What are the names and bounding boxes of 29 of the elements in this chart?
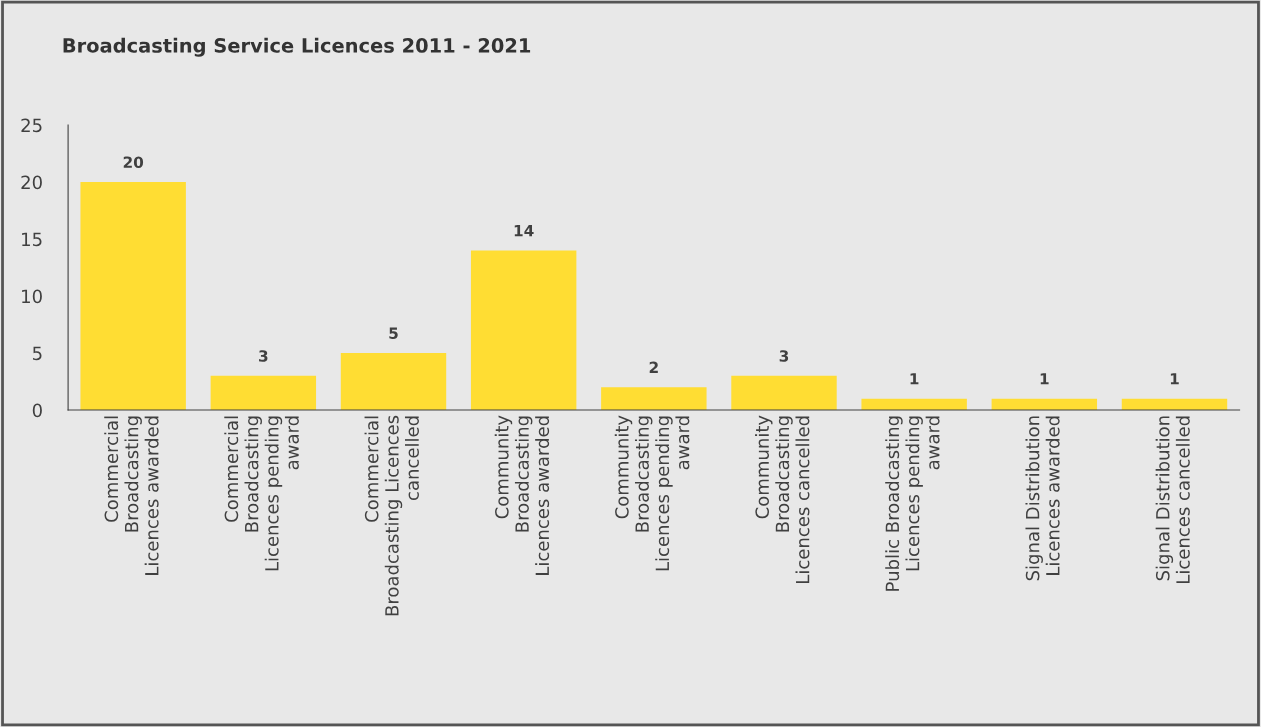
data-label: 3 (779, 350, 789, 362)
data-label: 1 (1170, 373, 1179, 385)
y-tick-label: 25 (21, 118, 42, 133)
data-label: 1 (910, 373, 919, 385)
data-label: 20 (123, 156, 144, 168)
x-tick-label: Signal Distribution Licences cancelled (1155, 416, 1190, 583)
bar (340, 353, 447, 411)
y-tick-label: 0 (32, 403, 42, 418)
bar (731, 375, 837, 411)
bar (470, 250, 577, 411)
data-label: 1 (1040, 373, 1049, 385)
y-tick-label: 20 (21, 175, 42, 190)
x-tick-label: Commercial Broadcasting Licences pending award (224, 416, 299, 571)
x-tick-label: Public Broadcasting Licences pending award (885, 416, 940, 591)
bar (601, 387, 707, 411)
x-tick-label: Commercial Broadcasting Licences awarded (104, 416, 159, 575)
data-label: 14 (514, 225, 534, 237)
x-tick-label: Community Broadcasting Licences pending award (614, 415, 690, 571)
data-label: 5 (389, 327, 398, 339)
data-label: 3 (259, 350, 268, 362)
data-label: 2 (649, 361, 658, 373)
bar (80, 182, 186, 411)
x-tick-label: Commercial Broadcasting Licences cancelled (364, 415, 419, 616)
x-tick-label: Community Broadcasting Licences cancelled (755, 415, 810, 583)
y-tick-label: 10 (22, 289, 42, 304)
chart-title: Broadcasting Service Licences 2011 - 2021 (63, 37, 531, 57)
y-tick-label: 5 (33, 346, 42, 361)
bar (210, 375, 317, 411)
y-tick-label: 15 (22, 232, 42, 247)
